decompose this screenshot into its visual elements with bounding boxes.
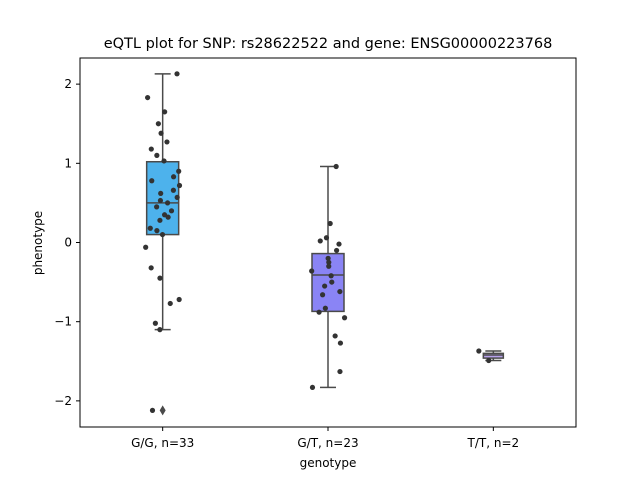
data-point <box>333 247 340 254</box>
data-point <box>326 259 332 265</box>
data-point <box>309 384 316 391</box>
data-point <box>147 225 153 231</box>
data-point <box>165 214 171 220</box>
data-point <box>336 241 342 247</box>
data-point <box>157 327 163 333</box>
data-points <box>143 71 492 413</box>
data-point <box>157 217 163 223</box>
data-point <box>167 300 173 307</box>
data-point <box>326 263 332 269</box>
data-point <box>341 315 348 321</box>
data-point <box>164 139 170 145</box>
chart-title: eQTL plot for SNP: rs28622522 and gene: … <box>104 36 553 52</box>
y-axis-ticks: 2 1 0 −1 −2 <box>54 77 80 408</box>
y-tick-label: 1 <box>64 156 72 170</box>
y-tick-label: 2 <box>64 77 72 91</box>
y-tick-label: −1 <box>54 315 72 329</box>
data-point <box>476 348 482 354</box>
data-point <box>158 190 164 197</box>
data-point <box>174 71 180 77</box>
data-point <box>170 187 177 193</box>
iqr-box <box>145 160 180 236</box>
data-point <box>162 109 168 115</box>
data-point <box>325 255 331 261</box>
y-axis-label: phenotype <box>31 211 45 275</box>
data-point <box>322 305 328 311</box>
data-point <box>316 309 322 315</box>
outlier-marker <box>159 405 166 416</box>
data-point <box>149 178 155 184</box>
data-point <box>332 333 338 339</box>
x-tick-label: G/T, n=23 <box>297 436 358 450</box>
x-tick-label: T/T, n=2 <box>467 436 520 450</box>
data-point <box>328 273 334 279</box>
data-point <box>333 163 339 170</box>
data-point <box>145 94 151 101</box>
data-point <box>317 238 323 244</box>
data-point <box>155 121 161 127</box>
box-series <box>145 73 505 416</box>
data-point <box>322 283 328 289</box>
data-point <box>149 407 156 413</box>
data-point <box>337 340 344 346</box>
data-point <box>158 130 164 136</box>
data-point <box>159 231 166 238</box>
iqr-box <box>482 352 505 359</box>
data-point <box>152 320 158 326</box>
data-point <box>164 200 171 206</box>
data-point <box>176 168 182 174</box>
data-point <box>154 228 160 234</box>
data-point <box>148 146 154 152</box>
data-point <box>157 275 163 281</box>
data-point <box>157 197 164 204</box>
data-point <box>154 152 160 158</box>
data-point <box>154 204 160 210</box>
x-axis-label: genotype <box>300 456 357 470</box>
data-point <box>161 158 167 164</box>
data-point <box>327 220 333 227</box>
data-point <box>486 357 492 364</box>
data-point <box>174 194 180 200</box>
data-point <box>176 296 182 303</box>
data-point <box>143 244 149 250</box>
data-point <box>148 265 154 271</box>
data-point <box>176 182 183 189</box>
data-point <box>309 268 315 274</box>
data-point <box>319 292 326 298</box>
data-point <box>337 288 343 295</box>
y-tick-label: −2 <box>54 394 72 408</box>
data-point <box>168 208 175 214</box>
data-point <box>337 368 343 375</box>
data-point <box>323 235 330 241</box>
y-tick-label: 0 <box>64 236 72 250</box>
x-tick-label: G/G, n=33 <box>131 436 194 450</box>
x-axis-ticks: G/G, n=33 G/T, n=23 T/T, n=2 <box>131 427 519 450</box>
data-point <box>329 279 335 285</box>
data-point <box>170 174 177 180</box>
